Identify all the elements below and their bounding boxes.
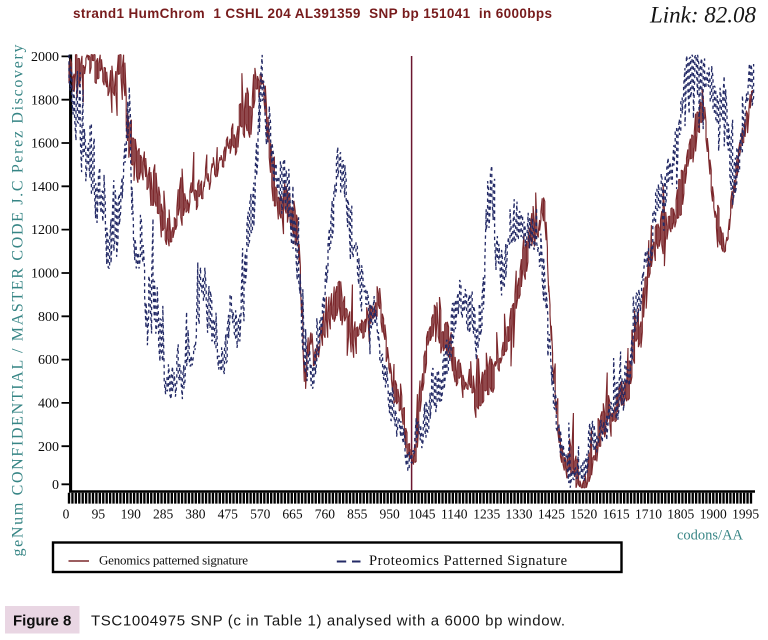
svg-text:800: 800 <box>38 310 59 325</box>
svg-text:1045: 1045 <box>409 507 436 522</box>
svg-text:1600: 1600 <box>31 137 59 152</box>
svg-text:0: 0 <box>63 507 70 522</box>
svg-text:Figure 8: Figure 8 <box>13 613 71 630</box>
svg-text:855: 855 <box>347 507 368 522</box>
svg-text:1615: 1615 <box>603 507 630 522</box>
svg-text:380: 380 <box>185 507 206 522</box>
svg-text:1330: 1330 <box>506 507 533 522</box>
svg-text:190: 190 <box>121 507 142 522</box>
svg-text:1805: 1805 <box>667 507 694 522</box>
svg-text:geNum CONFIDENTIAL / MASTER CO: geNum CONFIDENTIAL / MASTER CODE J.C Per… <box>10 44 27 556</box>
svg-text:1000: 1000 <box>31 267 59 282</box>
svg-text:400: 400 <box>38 397 59 412</box>
svg-text:1520: 1520 <box>570 507 597 522</box>
svg-text:1200: 1200 <box>31 223 59 238</box>
svg-text:1800: 1800 <box>31 93 59 108</box>
svg-text:TSC1004975 SNP (c in Table 1): TSC1004975 SNP (c in Table 1) analysed w… <box>91 613 565 630</box>
svg-text:600: 600 <box>38 353 59 368</box>
svg-text:1995: 1995 <box>732 507 759 522</box>
svg-text:95: 95 <box>92 507 106 522</box>
svg-text:strand1 HumChrom 1 CSHL 204 A: strand1 HumChrom 1 CSHL 204 AL391359 SNP… <box>73 6 552 21</box>
svg-text:1140: 1140 <box>441 507 468 522</box>
svg-text:1425: 1425 <box>538 507 565 522</box>
svg-text:1900: 1900 <box>700 507 727 522</box>
svg-text:570: 570 <box>250 507 271 522</box>
svg-text:1710: 1710 <box>635 507 662 522</box>
svg-text:475: 475 <box>218 507 239 522</box>
svg-text:950: 950 <box>379 507 400 522</box>
svg-text:760: 760 <box>315 507 336 522</box>
svg-text:0: 0 <box>52 478 59 493</box>
svg-text:Link: 82.08: Link: 82.08 <box>649 3 757 28</box>
svg-text:1400: 1400 <box>31 180 59 195</box>
svg-text:285: 285 <box>153 507 174 522</box>
svg-text:665: 665 <box>282 507 303 522</box>
svg-text:2000: 2000 <box>31 50 59 65</box>
svg-text:200: 200 <box>38 440 59 455</box>
svg-text:Genomics patterned signature: Genomics patterned signature <box>99 553 248 568</box>
svg-text:codons/AA: codons/AA <box>677 528 744 544</box>
svg-text:Proteomics Patterned Signature: Proteomics Patterned Signature <box>369 553 567 569</box>
svg-text:1235: 1235 <box>473 507 500 522</box>
